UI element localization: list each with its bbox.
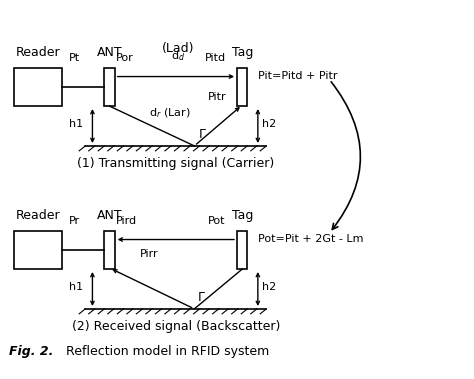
Text: d$_r$ (Lar): d$_r$ (Lar)	[149, 107, 191, 121]
Text: Pit=Pitd + Pitr: Pit=Pitd + Pitr	[258, 71, 338, 81]
Text: h2: h2	[262, 119, 276, 129]
Text: (Lad): (Lad)	[162, 42, 194, 55]
Text: Tag: Tag	[231, 209, 253, 222]
Text: Γ: Γ	[198, 291, 205, 304]
Text: (1) Transmitting signal (Carrier): (1) Transmitting signal (Carrier)	[77, 157, 274, 170]
Text: Reflection model in RFID system: Reflection model in RFID system	[66, 345, 270, 358]
Bar	[104, 231, 115, 269]
Text: Γ: Γ	[199, 128, 206, 141]
Text: Pot: Pot	[208, 216, 226, 226]
Text: h1: h1	[69, 282, 83, 292]
FancyArrowPatch shape	[331, 82, 360, 229]
Text: Reader: Reader	[16, 46, 60, 59]
Text: ANT: ANT	[97, 46, 122, 59]
Text: Fig. 2.: Fig. 2.	[9, 345, 54, 358]
Text: (2) Received signal (Backscatter): (2) Received signal (Backscatter)	[72, 320, 280, 333]
Text: Pirr: Pirr	[140, 249, 158, 259]
Text: Pitd: Pitd	[204, 53, 226, 63]
Bar	[14, 231, 62, 269]
Text: Pt: Pt	[69, 53, 80, 63]
Text: Por: Por	[116, 53, 134, 63]
Text: Pird: Pird	[116, 216, 137, 226]
Bar	[14, 68, 62, 106]
Text: h1: h1	[69, 119, 83, 129]
Text: Pr: Pr	[69, 216, 80, 226]
Text: Pitr: Pitr	[208, 92, 226, 102]
Text: Pot=Pit + 2Gt - Lm: Pot=Pit + 2Gt - Lm	[258, 234, 364, 244]
Text: h2: h2	[262, 282, 276, 292]
Text: ANT: ANT	[97, 209, 122, 222]
Bar	[237, 68, 247, 106]
Text: Tag: Tag	[231, 46, 253, 59]
Text: d$_d$: d$_d$	[171, 49, 185, 63]
Bar	[104, 68, 115, 106]
Bar	[237, 231, 247, 269]
Text: Reader: Reader	[16, 209, 60, 222]
